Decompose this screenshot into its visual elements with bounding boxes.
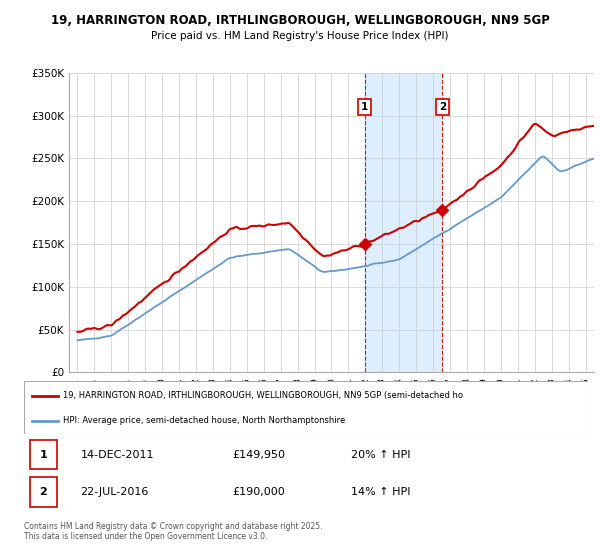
Text: 20% ↑ HPI: 20% ↑ HPI bbox=[351, 450, 410, 460]
Text: £190,000: £190,000 bbox=[233, 487, 286, 497]
Text: 1: 1 bbox=[361, 102, 368, 112]
Text: Contains HM Land Registry data © Crown copyright and database right 2025.
This d: Contains HM Land Registry data © Crown c… bbox=[24, 522, 323, 542]
Bar bbox=[29, 440, 57, 469]
Bar bbox=[29, 477, 57, 507]
Text: 19, HARRINGTON ROAD, IRTHLINGBOROUGH, WELLINGBOROUGH, NN9 5GP (semi-detached ho: 19, HARRINGTON ROAD, IRTHLINGBOROUGH, WE… bbox=[64, 391, 463, 400]
Text: 14% ↑ HPI: 14% ↑ HPI bbox=[351, 487, 410, 497]
Text: 2: 2 bbox=[439, 102, 446, 112]
Text: HPI: Average price, semi-detached house, North Northamptonshire: HPI: Average price, semi-detached house,… bbox=[64, 416, 346, 425]
Text: 2: 2 bbox=[40, 487, 47, 497]
Text: £149,950: £149,950 bbox=[233, 450, 286, 460]
Text: 14-DEC-2011: 14-DEC-2011 bbox=[80, 450, 154, 460]
Text: 19, HARRINGTON ROAD, IRTHLINGBOROUGH, WELLINGBOROUGH, NN9 5GP: 19, HARRINGTON ROAD, IRTHLINGBOROUGH, WE… bbox=[50, 14, 550, 27]
Text: 22-JUL-2016: 22-JUL-2016 bbox=[80, 487, 149, 497]
Text: 1: 1 bbox=[40, 450, 47, 460]
Bar bbox=[365, 73, 442, 372]
Text: Price paid vs. HM Land Registry's House Price Index (HPI): Price paid vs. HM Land Registry's House … bbox=[151, 31, 449, 41]
